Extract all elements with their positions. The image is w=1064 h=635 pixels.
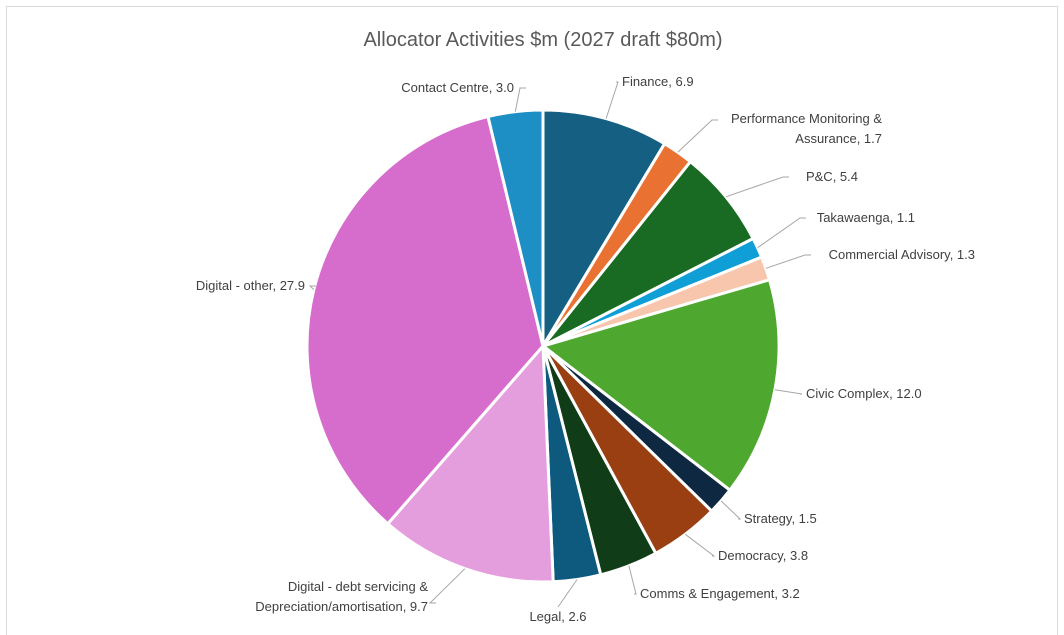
- leader-line: [757, 217, 806, 249]
- leader-line: [428, 568, 466, 604]
- data-label: Legal, 2.6: [529, 609, 586, 624]
- leader-line: [557, 579, 578, 608]
- data-label: Comms & Engagement, 3.2: [640, 586, 800, 601]
- data-label: Contact Centre, 3.0: [401, 80, 514, 95]
- data-label: P&C, 5.4: [806, 169, 858, 184]
- leader-line: [774, 389, 803, 395]
- leader-line: [720, 500, 742, 520]
- leader-line: [308, 285, 316, 290]
- leader-line: [677, 119, 718, 153]
- pie-slices: [305, 108, 781, 584]
- leader-line: [514, 87, 526, 112]
- leader-line: [684, 533, 716, 557]
- data-label: Finance, 6.9: [622, 74, 694, 89]
- chart-title: Allocator Activities $m (2027 draft $80m…: [363, 29, 722, 51]
- data-label: Democracy, 3.8: [718, 548, 808, 563]
- data-label: Digital - other, 27.9: [196, 278, 305, 293]
- leader-line: [765, 254, 811, 269]
- leader-line: [628, 565, 637, 595]
- data-label: Civic Complex, 12.0: [806, 386, 922, 401]
- leader-line: [725, 176, 789, 198]
- leader-line: [605, 81, 619, 119]
- data-label: Digital - debt servicing & Depreciation/a…: [255, 579, 428, 614]
- data-label: Takawaenga, 1.1: [817, 210, 915, 225]
- data-labels: Finance, 6.9 Performance Monitoring & Assu…: [196, 74, 975, 624]
- data-label: Performance Monitoring & Assurance, 1.7: [731, 111, 882, 146]
- leader-lines: [308, 81, 811, 608]
- data-label: Strategy, 1.5: [744, 511, 817, 526]
- chart-border: [6, 6, 1058, 635]
- pie-slice-digital-other: [305, 114, 545, 526]
- data-label: Commercial Advisory, 1.3: [829, 247, 975, 262]
- pie-slice-contact-centre: [486, 108, 545, 347]
- pie-slice-digital-debt-servicing-depreciation-amortisation: [385, 342, 555, 584]
